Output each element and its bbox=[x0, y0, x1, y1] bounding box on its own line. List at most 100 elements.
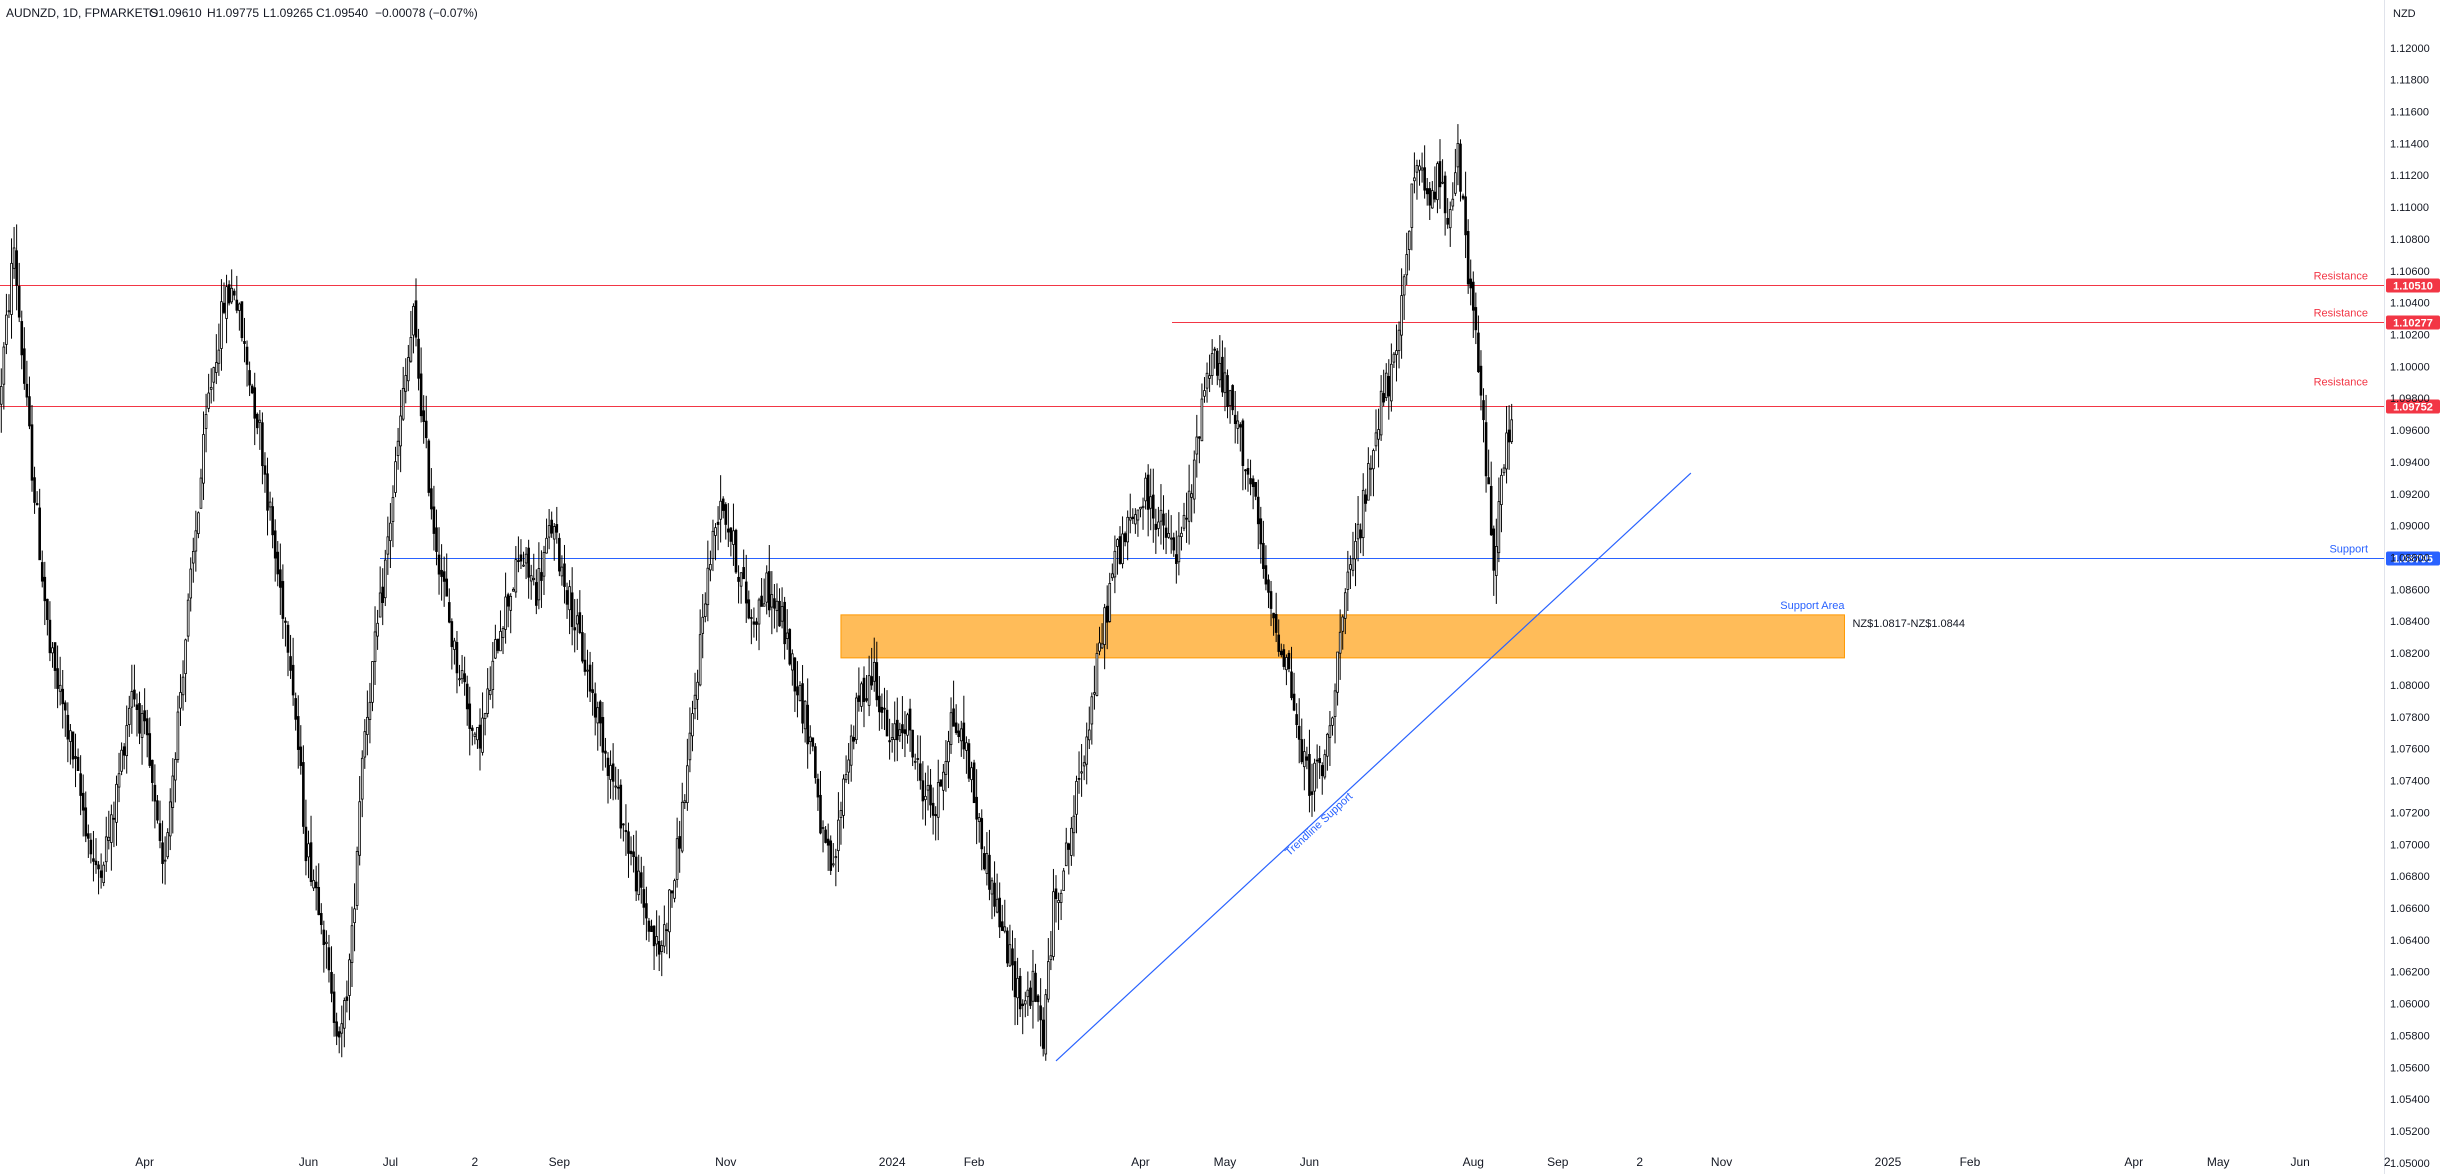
horizontal-levels[interactable]: Resistance 1.10510 Resistance 1.10277 Resist… bbox=[0, 271, 2440, 566]
candle-body bbox=[453, 640, 456, 650]
candle-body bbox=[197, 512, 200, 534]
candle-body bbox=[230, 287, 233, 303]
candle-body bbox=[870, 676, 873, 686]
candle-body bbox=[1303, 751, 1306, 768]
candle-body bbox=[1072, 815, 1076, 834]
candle-body bbox=[762, 603, 766, 607]
candle-body bbox=[829, 840, 833, 871]
candle-body bbox=[235, 299, 239, 311]
candle-body bbox=[496, 638, 500, 651]
candle-body bbox=[593, 693, 597, 718]
candle-body bbox=[1018, 975, 1022, 1010]
candle-body bbox=[273, 530, 277, 559]
candle-body bbox=[1382, 393, 1385, 403]
candle-body bbox=[1428, 188, 1432, 206]
candle-body bbox=[691, 713, 694, 737]
candle-body bbox=[1159, 509, 1163, 522]
candle-body bbox=[1267, 579, 1270, 593]
candle-body bbox=[279, 569, 282, 588]
price-axis[interactable]: 1.12000 1.11800 1.11600 1.11400 1.11200 1.110… bbox=[2390, 43, 2430, 1170]
candle-body bbox=[263, 465, 267, 475]
candles bbox=[0, 124, 1513, 1061]
candle-body bbox=[1011, 948, 1014, 966]
price-level-badge-text: 1.10277 bbox=[2393, 318, 2433, 330]
candle-body bbox=[153, 784, 157, 802]
candle-body bbox=[1180, 532, 1183, 538]
candle-body bbox=[92, 858, 95, 862]
time-tick-label: Feb bbox=[1960, 1155, 1981, 1169]
candle-body bbox=[179, 692, 182, 709]
candle-body bbox=[345, 996, 349, 1001]
candle-body bbox=[110, 814, 113, 843]
candle-body bbox=[1182, 514, 1186, 529]
price-tick-label: 1.09400 bbox=[2390, 457, 2430, 469]
candle-body bbox=[1466, 231, 1470, 285]
candle-body bbox=[872, 661, 876, 682]
candle-body bbox=[499, 630, 502, 652]
candle-body bbox=[63, 702, 67, 711]
candle-body bbox=[1013, 961, 1017, 998]
candle-body bbox=[337, 1031, 341, 1038]
candle-body bbox=[1336, 651, 1339, 693]
ohlc-high: H1.09775 bbox=[207, 6, 259, 20]
candle-body bbox=[145, 718, 149, 736]
candle-body bbox=[1308, 754, 1311, 796]
candle-body bbox=[1431, 190, 1434, 209]
candle-body bbox=[535, 582, 538, 606]
candle-body bbox=[319, 913, 323, 925]
candle-body bbox=[947, 741, 950, 763]
candle-body bbox=[550, 519, 553, 534]
candle-body bbox=[304, 826, 308, 862]
candle-body bbox=[537, 568, 541, 601]
candle-body bbox=[1169, 537, 1173, 540]
candle-body bbox=[1085, 736, 1089, 765]
candle-body bbox=[1331, 717, 1334, 726]
candle-body bbox=[693, 694, 697, 710]
candle-body bbox=[1146, 474, 1150, 510]
candle-body bbox=[1205, 372, 1209, 389]
candle-body bbox=[1139, 506, 1142, 510]
candle-body bbox=[1121, 533, 1124, 565]
candle-body bbox=[729, 527, 733, 542]
candle-body bbox=[517, 560, 520, 563]
candle-body bbox=[1203, 390, 1206, 397]
candle-body bbox=[511, 589, 515, 592]
candle-body bbox=[883, 707, 886, 710]
price-tick-label: 1.05800 bbox=[2390, 1030, 2430, 1042]
candle-body bbox=[35, 503, 39, 506]
trendline[interactable] bbox=[1055, 472, 1692, 1062]
time-tick-label: Nov bbox=[1711, 1155, 1732, 1169]
candle-body bbox=[1231, 385, 1234, 411]
candle-body bbox=[793, 657, 797, 692]
candle-body bbox=[184, 639, 187, 675]
candle-body bbox=[519, 554, 523, 562]
candle-body bbox=[1105, 605, 1109, 623]
candle-body bbox=[1492, 528, 1496, 571]
candle-body bbox=[1390, 363, 1393, 402]
candle-body bbox=[1134, 514, 1137, 525]
candle-body bbox=[1057, 900, 1060, 904]
price-tick-label: 1.05400 bbox=[2390, 1094, 2430, 1106]
time-axis[interactable]: Apr Jun Jul 2 Sep Nov 2024 Feb Apr May Jun Aug Sep 2 N… bbox=[135, 1155, 2391, 1169]
candle-body bbox=[51, 647, 54, 654]
candle-body bbox=[478, 724, 482, 749]
price-tick-label: 1.09800 bbox=[2390, 393, 2430, 405]
candle-body bbox=[25, 383, 29, 398]
candle-body bbox=[1044, 994, 1048, 1055]
candle-body bbox=[76, 756, 80, 771]
candle-body bbox=[752, 621, 756, 625]
candle-body bbox=[1177, 535, 1181, 563]
candle-body bbox=[1249, 478, 1252, 485]
candle-body bbox=[302, 762, 305, 827]
candle-body bbox=[1415, 165, 1419, 173]
candle-body bbox=[506, 594, 510, 607]
candle-body bbox=[885, 709, 889, 737]
candle-body bbox=[363, 731, 367, 758]
candle-body bbox=[1487, 477, 1490, 485]
candle-body bbox=[844, 774, 848, 781]
candle-body bbox=[1087, 729, 1091, 741]
candle-body bbox=[1341, 616, 1345, 632]
candle-body bbox=[217, 349, 221, 364]
time-tick-label: May bbox=[2207, 1155, 2230, 1169]
